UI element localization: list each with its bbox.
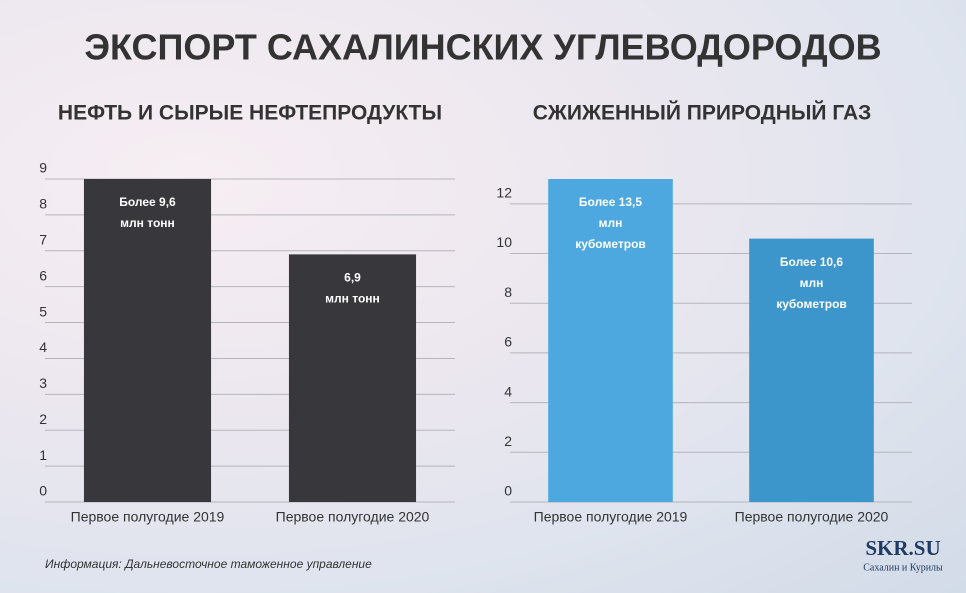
value-label: 6,9 — [344, 271, 361, 285]
value-label: Более 13,5 — [579, 195, 642, 209]
bar — [288, 254, 417, 502]
x-tick-label: Первое полугодие 2019 — [71, 509, 225, 525]
y-tick-label: 0 — [504, 483, 512, 499]
value-label: млн — [800, 276, 824, 290]
y-tick-label: 5 — [39, 303, 47, 319]
bar — [749, 238, 874, 502]
y-tick-label: 9 — [39, 160, 47, 176]
chart-title: НЕФТЬ И СЫРЫЕ НЕФТЕПРОДУКТЫ — [58, 102, 442, 125]
value-label: млн тонн — [120, 216, 175, 230]
y-tick-label: 1 — [39, 447, 47, 463]
value-label: млн тонн — [325, 292, 380, 306]
x-tick-label: Первое полугодие 2019 — [534, 509, 688, 525]
y-tick-label: 7 — [39, 231, 47, 247]
y-tick-label: 6 — [39, 267, 47, 283]
y-tick-label: 6 — [504, 334, 512, 350]
chart-title: СЖИЖЕННЫЙ ПРИРОДНЫЙ ГАЗ — [533, 101, 872, 125]
y-tick-label: 0 — [39, 483, 47, 499]
y-tick-label: 3 — [39, 375, 47, 391]
x-tick-label: Первое полугодие 2020 — [735, 509, 889, 525]
y-tick-label: 4 — [39, 339, 47, 355]
logo: SKR.SU — [865, 536, 940, 560]
source: Информация: Дальневосточное таможенное у… — [45, 557, 372, 571]
y-tick-label: 12 — [496, 185, 512, 201]
y-tick-label: 4 — [504, 383, 512, 399]
value-label: Более 9,6 — [119, 195, 176, 209]
y-tick-label: 10 — [496, 234, 512, 250]
bar — [548, 179, 673, 502]
y-tick-label: 8 — [504, 284, 512, 300]
value-label: Более 10,6 — [780, 255, 843, 269]
logo-tagline: Сахалин и Курилы — [863, 562, 943, 573]
y-tick-label: 2 — [504, 433, 512, 449]
main-title: ЭКСПОРТ САХАЛИНСКИХ УГЛЕВОДОРОДОВ — [84, 27, 881, 68]
x-tick-label: Первое полугодие 2020 — [276, 509, 430, 525]
value-label: кубометров — [776, 297, 847, 311]
value-label: млн — [599, 216, 623, 230]
bar — [83, 179, 212, 502]
y-tick-label: 8 — [39, 196, 47, 212]
value-label: кубометров — [575, 237, 646, 251]
y-tick-label: 2 — [39, 411, 47, 427]
